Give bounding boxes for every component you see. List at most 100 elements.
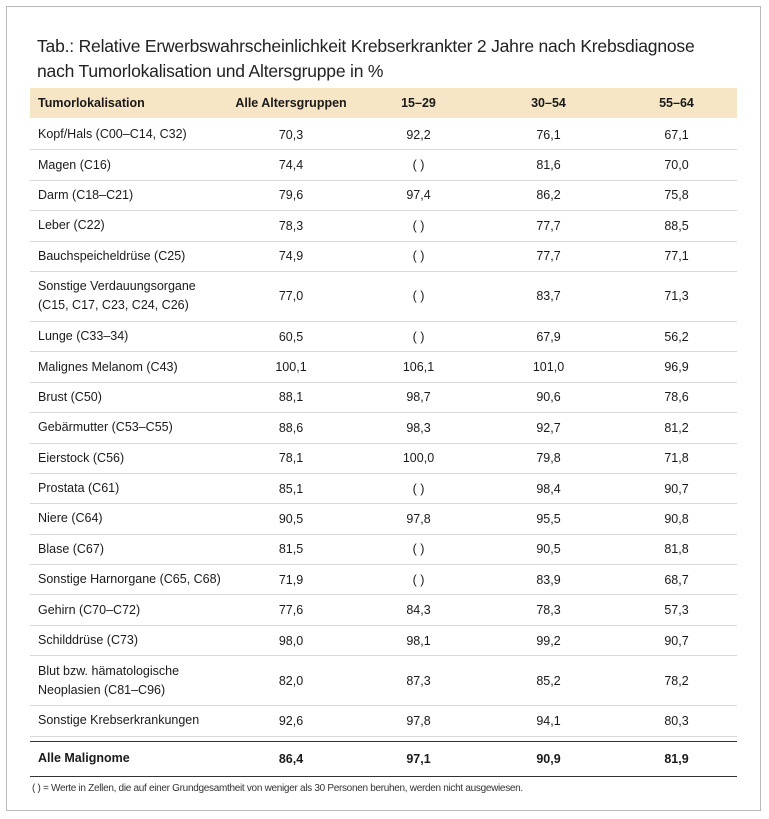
row-value-v1: 78,1 [226, 443, 356, 474]
row-label: Bauchspeicheldrüse (C25) [30, 241, 226, 272]
total-row: Alle Malignome 86,4 97,1 90,9 81,9 [30, 740, 737, 777]
table-row: Blase (C67) 81,5( ) 90,5 81,8 [30, 534, 737, 566]
row-value-v2: ( ) [356, 271, 481, 322]
total-value-30-54: 90,9 [481, 740, 616, 777]
row-value-v2: ( ) [356, 321, 481, 353]
row-value-v1: 90,5 [226, 503, 356, 535]
row-label-line: Prostata (C61) [38, 481, 120, 496]
row-value-v2: ( ) [356, 534, 481, 566]
row-value-v1: 78,3 [226, 210, 356, 242]
row-label: Blut bzw. hämatologische Neoplasien (C81–… [30, 655, 226, 707]
row-value-v2: ( ) [356, 473, 481, 505]
table-row: Gebärmutter (C53–C55) 88,6 98,3 92,7 81,2 [30, 412, 737, 444]
row-value-v4: 81,8 [616, 534, 737, 566]
row-value-v1: 85,1 [226, 473, 356, 505]
table-row: Prostata (C61) 85,1( ) 98,4 90,7 [30, 473, 737, 505]
row-value-v3: 101,0 [481, 351, 616, 383]
total-value-15-29: 97,1 [356, 740, 481, 777]
header-30-54: 30–54 [531, 96, 566, 110]
row-value-v1: 71,9 [226, 564, 356, 596]
table-row: Niere (C64) 90,5 97,8 95,5 90,8 [30, 503, 737, 535]
row-value-v2: ( ) [356, 210, 481, 242]
title-line-2: nach Tumorlokalisation und Altersgruppe … [37, 61, 384, 81]
row-label: Sonstige Verdauungsorgane (C15, C17, C23,… [30, 271, 226, 322]
row-value-v2: 84,3 [356, 594, 481, 626]
row-value-v2: ( ) [356, 241, 481, 272]
row-label-line: Sonstige Krebserkrankungen [38, 713, 200, 728]
row-value-v2: ( ) [356, 149, 481, 181]
total-value-alle: 86,4 [226, 740, 356, 777]
row-label: Magen (C16) [30, 149, 226, 181]
row-label-line: Gebärmutter (C53–C55) [38, 420, 173, 435]
row-value-v3: 81,6 [481, 149, 616, 181]
spacer-row [30, 735, 737, 742]
row-value-v3: 90,6 [481, 382, 616, 414]
row-value-v2: 92,2 [356, 118, 481, 151]
footnote: ( ) = Werte in Zellen, die auf einer Gru… [32, 783, 523, 794]
row-value-v1: 88,6 [226, 412, 356, 444]
row-value-v1: 77,0 [226, 271, 356, 322]
row-value-v3: 67,9 [481, 321, 616, 353]
row-value-v2: 98,1 [356, 625, 481, 657]
header-row: Tumorlokalisation Alle Altersgruppen 15–… [30, 88, 737, 118]
table-row: Sonstige Krebserkrankungen 92,6 97,8 94,1 80… [30, 705, 737, 737]
row-label-line: Schilddrüse (C73) [38, 633, 139, 648]
row-value-v3: 77,7 [481, 241, 616, 272]
row-value-v4: 67,1 [616, 118, 737, 151]
row-value-v2: ( ) [356, 564, 481, 596]
table-row: Magen (C16) 74,4( ) 81,6 70,0 [30, 149, 737, 181]
row-label: Niere (C64) [30, 503, 226, 535]
row-label: Gebärmutter (C53–C55) [30, 412, 226, 444]
row-value-v3: 85,2 [481, 655, 616, 707]
table-row: Schilddrüse (C73) 98,0 98,1 99,2 90,7 [30, 625, 737, 657]
row-label-line: Eierstock (C56) [38, 450, 125, 465]
row-value-v4: 56,2 [616, 321, 737, 353]
table-body: Kopf/Hals (C00–C14, C32) 70,3 92,2 76,1 67,1… [30, 118, 737, 737]
row-value-v1: 74,4 [226, 149, 356, 181]
row-value-v1: 70,3 [226, 118, 356, 151]
row-value-v3: 90,5 [481, 534, 616, 566]
title-line-1: Tab.: Relative Erwerbswahrscheinlichkeit… [37, 36, 695, 56]
total-value-55-64: 81,9 [616, 740, 737, 777]
row-value-v4: 88,5 [616, 210, 737, 242]
row-label-line: Darm (C18–C21) [38, 187, 134, 202]
row-label: Schilddrüse (C73) [30, 625, 226, 657]
row-label-line: Malignes Melanom (C43) [38, 359, 178, 374]
table-row: Kopf/Hals (C00–C14, C32) 70,3 92,2 76,1 67,1 [30, 118, 737, 151]
table-row: Sonstige Harnorgane (C65, C68) 71,9( ) 83,… [30, 564, 737, 596]
row-label-line: Niere (C64) [38, 511, 103, 526]
table-row: Sonstige Verdauungsorgane (C15, C17, C23,… [30, 271, 737, 322]
row-label-line: Blase (C67) [38, 541, 104, 556]
row-value-v2: 106,1 [356, 351, 481, 383]
table-row: Lunge (C33–34) 60,5( ) 67,9 56,2 [30, 321, 737, 353]
row-label-line: Bauchspeicheldrüse (C25) [38, 248, 186, 263]
row-value-v2: 97,8 [356, 503, 481, 535]
row-value-v3: 78,3 [481, 594, 616, 626]
table-row: Brust (C50) 88,1 98,7 90,6 78,6 [30, 382, 737, 414]
table-row: Darm (C18–C21) 79,6 97,4 86,2 75,8 [30, 180, 737, 212]
row-value-v4: 90,8 [616, 503, 737, 535]
row-value-v3: 77,7 [481, 210, 616, 242]
row-label: Sonstige Krebserkrankungen [30, 705, 226, 737]
row-label-line-2: (C15, C17, C23, C24, C26) [38, 298, 189, 313]
data-table: Tumorlokalisation Alle Altersgruppen 15–… [30, 88, 737, 777]
row-value-v4: 90,7 [616, 625, 737, 657]
row-value-v1: 74,9 [226, 241, 356, 272]
table-row: Leber (C22) 78,3( ) 77,7 88,5 [30, 210, 737, 242]
row-label: Gehirn (C70–C72) [30, 594, 226, 626]
row-value-v4: 77,1 [616, 241, 737, 272]
row-label: Malignes Melanom (C43) [30, 351, 226, 383]
row-label-line: Leber (C22) [38, 218, 105, 233]
row-label: Lunge (C33–34) [30, 321, 226, 353]
table-row: Eierstock (C56) 78,1 100,0 79,8 71,8 [30, 443, 737, 474]
header-alle-altersgruppen: Alle Altersgruppen [235, 96, 347, 110]
row-value-v3: 83,9 [481, 564, 616, 596]
row-label: Darm (C18–C21) [30, 180, 226, 212]
row-value-v2: 98,3 [356, 412, 481, 444]
row-label-line-2: Neoplasien (C81–C96) [38, 682, 166, 697]
row-value-v3: 92,7 [481, 412, 616, 444]
row-value-v4: 78,2 [616, 655, 737, 707]
row-value-v1: 60,5 [226, 321, 356, 353]
row-value-v4: 96,9 [616, 351, 737, 383]
total-label: Alle Malignome [30, 740, 226, 777]
